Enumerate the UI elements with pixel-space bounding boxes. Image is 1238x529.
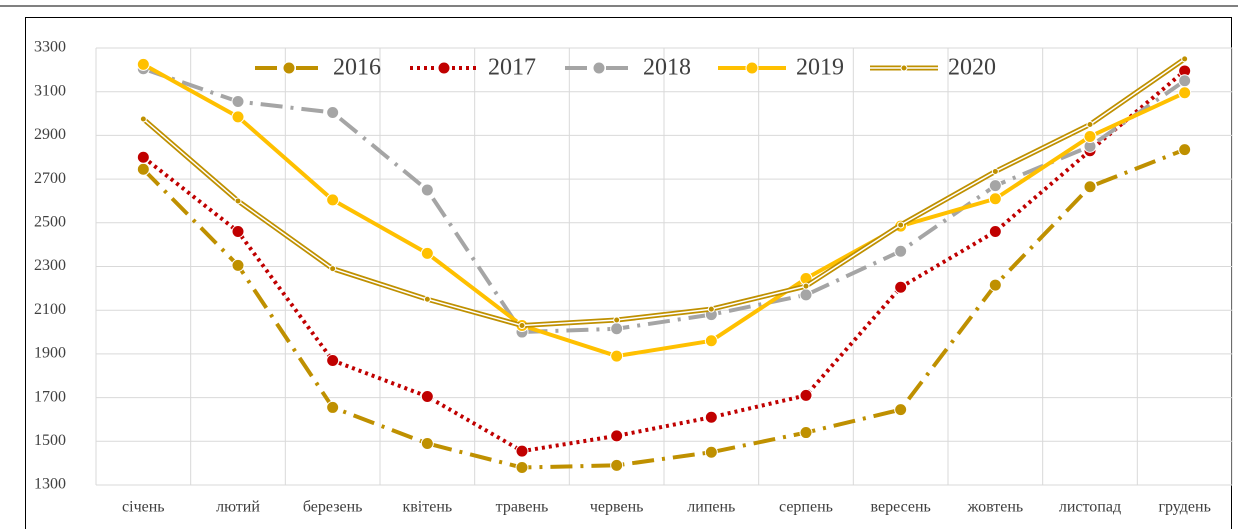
point [897,221,905,229]
point [988,225,1002,239]
y-tick-label: 3300 [34,39,66,56]
point [704,334,718,348]
point [988,192,1002,206]
x-tick-label: квітень [402,499,452,516]
series-line [141,147,1186,470]
point [231,110,245,124]
legend-marker [900,64,908,72]
point [610,458,624,472]
x-tick-label: вересень [871,499,931,516]
legend-marker [745,61,759,75]
point [420,183,434,197]
y-tick-label: 2100 [34,301,66,318]
x-tick-label: червень [590,499,644,516]
legend-label: 2017 [488,55,536,81]
point [1178,86,1192,100]
point [326,193,340,207]
point [799,426,813,440]
point [799,388,813,402]
y-tick-label: 1500 [34,432,66,449]
series-line-inner [142,58,1186,327]
legend-marker [282,61,296,75]
point [420,436,434,450]
series-line [142,66,1186,335]
point [704,410,718,424]
legend-label: 2019 [796,55,844,81]
point [704,445,718,459]
legend-marker [437,61,451,75]
y-tick-label: 3100 [34,82,66,99]
point [326,105,340,119]
x-tick-label: липень [687,499,735,516]
point [988,179,1002,193]
point [231,95,245,109]
point [515,461,529,475]
point [988,278,1002,292]
legend-label: 2018 [643,55,691,81]
point [799,288,813,302]
point [991,167,999,175]
point [894,244,908,258]
x-tick-label: лютий [216,499,260,516]
y-tick-label: 2900 [34,126,66,143]
point [420,390,434,404]
x-tick-label: жовтень [966,499,1023,516]
legend-label: 2016 [333,55,381,81]
y-tick-label: 1700 [34,388,66,405]
point [420,246,434,260]
y-tick-label: 2700 [34,170,66,187]
point [231,258,245,272]
point [423,295,431,303]
point [802,282,810,290]
chart-frame [25,17,1232,529]
x-tick-label: травень [496,499,549,516]
point [613,316,621,324]
point [610,429,624,443]
point [326,353,340,367]
point [707,305,715,313]
legend-marker [592,61,606,75]
point [1178,143,1192,157]
y-tick-label: 1300 [34,476,66,493]
y-tick-label: 2500 [34,213,66,230]
point [1086,120,1094,128]
point [610,322,624,336]
point [1181,55,1189,63]
point [139,115,147,123]
x-tick-label: січень [122,499,165,516]
point [894,280,908,294]
point [1083,129,1097,143]
point [894,403,908,417]
point [234,197,242,205]
x-tick-label: грудень [1158,499,1210,516]
point [231,225,245,239]
point [136,162,150,176]
point [329,265,337,273]
point [136,150,150,164]
y-tick-label: 2300 [34,257,66,274]
top-strip [0,0,1238,6]
x-tick-label: березень [303,499,363,516]
x-tick-label: серпень [779,499,833,516]
point [610,349,624,363]
legend-label: 2020 [948,55,996,81]
y-tick-label: 1900 [34,345,66,362]
point [518,321,526,329]
point [326,400,340,414]
point [136,57,150,71]
point [515,444,529,458]
series-line [142,69,1186,454]
point [1178,74,1192,88]
series-line [142,62,1186,359]
point [1083,180,1097,194]
x-tick-label: листопад [1059,499,1121,516]
